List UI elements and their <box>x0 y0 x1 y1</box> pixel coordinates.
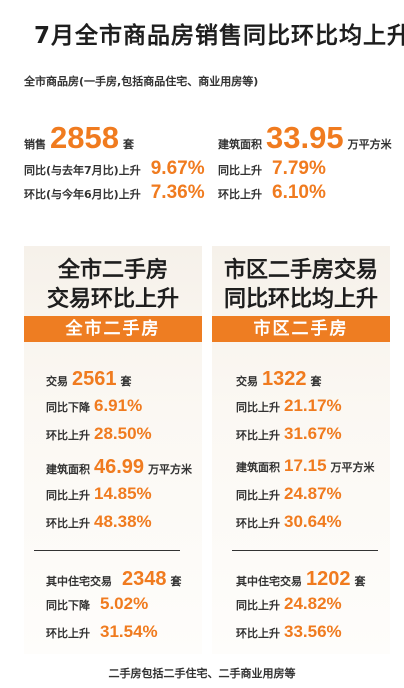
left-res-unit: 套 <box>170 575 182 588</box>
right-area-unit: 万平方米 <box>330 461 375 474</box>
left-area-value: 46.99 <box>94 456 145 478</box>
area-mom-row: 环比上升 6.10% <box>218 182 326 204</box>
left-area-unit: 万平方米 <box>148 463 193 476</box>
left-res-yoy-value: 5.02% <box>100 594 149 613</box>
left-deals-yoy-value: 6.91% <box>94 396 143 415</box>
right-deals-mom-label: 环比上升 <box>236 429 280 442</box>
sales-value: 2858 <box>50 120 119 155</box>
left-deals-mom-row: 环比上升 28.50% <box>46 424 152 444</box>
right-res-yoy-label: 同比上升 <box>236 599 280 612</box>
area-yoy-value: 7.79% <box>272 158 326 179</box>
left-res-row: 其中住宅交易 2348 套 <box>46 568 182 591</box>
right-res-row: 其中住宅交易 1202 套 <box>236 568 366 591</box>
page-title: 7月全市商品房销售同比环比均上升 <box>34 23 404 49</box>
left-area-yoy-value: 14.85% <box>94 484 152 503</box>
left-deals-row: 交易 2561 套 <box>46 368 132 391</box>
left-deals-yoy-row: 同比下降 6.91% <box>46 396 142 416</box>
left-res-mom-value: 31.54% <box>100 622 158 641</box>
right-deals-mom-value: 31.67% <box>284 424 342 443</box>
left-panel: 全市二手房 交易环比上升 全市二手房 交易 2561 套 同比下降 6.91% … <box>24 0 202 688</box>
left-area-label: 建筑面积 <box>46 463 90 476</box>
right-deals-yoy-row: 同比上升 21.17% <box>236 396 342 416</box>
left-area-mom-row: 环比上升 48.38% <box>46 512 152 532</box>
right-res-mom-row: 环比上升 33.56% <box>236 622 342 642</box>
left-res-value: 2348 <box>122 568 167 590</box>
area-mom-value: 6.10% <box>272 182 326 203</box>
right-deals-row: 交易 1322 套 <box>236 368 322 391</box>
left-heading-line2: 交易环比上升 <box>46 287 179 312</box>
right-area-row: 建筑面积 17.15 万平方米 <box>236 456 375 476</box>
right-area-mom-label: 环比上升 <box>236 517 280 530</box>
area-value: 33.95 <box>266 120 344 155</box>
left-res-mom-row: 环比上升 31.54% <box>46 622 158 642</box>
right-res-yoy-row: 同比上升 24.82% <box>236 594 342 614</box>
sales-mom-row: 环比(与今年6月比)上升 7.36% <box>24 182 205 204</box>
footer-note: 二手房包括二手住宅、二手商业用房等 <box>108 667 296 680</box>
right-deals-unit: 套 <box>310 375 322 388</box>
right-panel-bg <box>212 246 390 654</box>
right-deals-yoy-value: 21.17% <box>284 396 342 415</box>
left-area-yoy-label: 同比上升 <box>46 489 90 502</box>
area-yoy-row: 同比上升 7.79% <box>218 158 326 180</box>
sales-yoy-label: 同比(与去年7月比)上升 <box>24 164 141 177</box>
right-area-yoy-label: 同比上升 <box>236 489 280 502</box>
left-deals-yoy-label: 同比下降 <box>46 401 90 414</box>
left-res-label: 其中住宅交易 <box>46 575 112 588</box>
right-panel: 市区二手房交易 同比环比均上升 市区二手房 交易 1322 套 同比上升 21.… <box>212 0 390 688</box>
right-heading-line1: 市区二手房交易 <box>223 258 378 283</box>
right-deals-mom-row: 环比上升 31.67% <box>236 424 342 444</box>
left-divider <box>34 550 180 551</box>
area-mom-label: 环比上升 <box>218 188 262 201</box>
left-area-yoy-row: 同比上升 14.85% <box>46 484 152 504</box>
right-area-value: 17.15 <box>284 456 327 475</box>
left-deals-value: 2561 <box>72 368 117 390</box>
sales-mom-label: 环比(与今年6月比)上升 <box>24 188 141 201</box>
sales-unit: 套 <box>122 138 134 151</box>
right-res-yoy-value: 24.82% <box>284 594 342 613</box>
right-deals-label: 交易 <box>236 375 258 388</box>
right-deals-value: 1322 <box>262 368 307 390</box>
right-res-unit: 套 <box>354 575 366 588</box>
sales-yoy-row: 同比(与去年7月比)上升 9.67% <box>24 158 205 180</box>
left-deals-label: 交易 <box>46 375 68 388</box>
right-banner: 市区二手房 <box>212 316 390 342</box>
sales-label: 销售 <box>24 138 46 151</box>
subtitle: 全市商品房(一手房,包括商品住宅、商业用房等) <box>24 75 259 88</box>
left-res-yoy-row: 同比下降 5.02% <box>46 594 148 614</box>
left-deals-mom-label: 环比上升 <box>46 429 90 442</box>
area-row: 建筑面积 33.95 万平方米 <box>218 120 392 156</box>
left-heading-line1: 全市二手房 <box>57 258 168 283</box>
right-area-yoy-value: 24.87% <box>284 484 342 503</box>
area-unit: 万平方米 <box>347 138 392 151</box>
sales-row: 销售 2858 套 <box>24 120 134 156</box>
right-deals-yoy-label: 同比上升 <box>236 401 280 414</box>
left-area-mom-value: 48.38% <box>94 512 152 531</box>
sales-mom-value: 7.36% <box>150 182 205 203</box>
right-area-mom-value: 30.64% <box>284 512 342 531</box>
right-area-yoy-row: 同比上升 24.87% <box>236 484 342 504</box>
right-heading-line2: 同比环比均上升 <box>223 287 378 312</box>
area-yoy-label: 同比上升 <box>218 164 262 177</box>
right-res-label: 其中住宅交易 <box>236 575 302 588</box>
left-res-yoy-label: 同比下降 <box>46 599 90 612</box>
right-res-mom-value: 33.56% <box>284 622 342 641</box>
left-area-mom-label: 环比上升 <box>46 517 90 530</box>
left-area-row: 建筑面积 46.99 万平方米 <box>46 456 192 479</box>
area-label: 建筑面积 <box>218 138 262 151</box>
left-panel-bg <box>24 246 202 654</box>
right-area-mom-row: 环比上升 30.64% <box>236 512 342 532</box>
right-res-mom-label: 环比上升 <box>236 627 280 640</box>
right-divider <box>232 550 378 551</box>
right-res-value: 1202 <box>306 568 351 590</box>
left-deals-unit: 套 <box>120 375 132 388</box>
left-deals-mom-value: 28.50% <box>94 424 152 443</box>
right-area-label: 建筑面积 <box>236 461 280 474</box>
sales-yoy-value: 9.67% <box>150 158 205 179</box>
left-res-mom-label: 环比上升 <box>46 627 90 640</box>
left-banner: 全市二手房 <box>24 316 202 342</box>
